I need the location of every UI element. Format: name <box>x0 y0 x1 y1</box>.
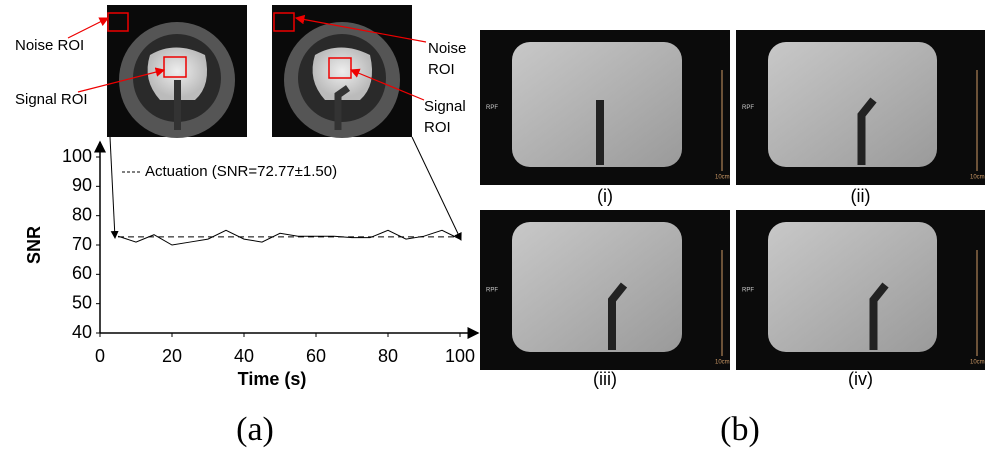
x-tick-label: 100 <box>445 346 475 366</box>
y-tick-label: 100 <box>62 146 92 166</box>
image-scale: 10cm <box>715 360 730 366</box>
mri-thumb <box>107 5 247 138</box>
figure: RPF 10cm (i) RPF 10cm (ii) RPF 10cm (iii) RPF 10cm… <box>0 0 985 453</box>
phantom <box>512 222 682 352</box>
y-axis-label: SNR <box>24 226 44 264</box>
line-series <box>118 230 460 245</box>
x-tick-label: 80 <box>378 346 398 366</box>
image-marker: RPF <box>742 105 754 111</box>
roi-label: Noise ROI <box>428 38 473 80</box>
image-marker: RPF <box>486 105 498 111</box>
image-caption: (i) <box>597 186 613 206</box>
roi-label: Noise ROI <box>15 35 95 56</box>
roi-label: Signal ROI <box>424 96 474 138</box>
y-tick-label: 70 <box>72 234 92 254</box>
image-scale: 10cm <box>970 360 985 366</box>
x-tick-label: 0 <box>95 346 105 366</box>
x-tick-label: 20 <box>162 346 182 366</box>
y-tick-label: 40 <box>72 322 92 342</box>
phantom <box>768 42 937 167</box>
x-tick-label: 40 <box>234 346 254 366</box>
image-caption: (iii) <box>593 369 617 389</box>
x-tick-label: 60 <box>306 346 326 366</box>
y-tick-label: 80 <box>72 204 92 224</box>
legend-label: Actuation (SNR=72.77±1.50) <box>145 163 337 180</box>
image-marker: RPF <box>742 288 754 294</box>
roi-label: Signal ROI <box>15 89 110 110</box>
figure-svg: RPF 10cm (i) RPF 10cm (ii) RPF 10cm (iii) RPF 10cm… <box>0 0 985 453</box>
y-tick-label: 60 <box>72 263 92 283</box>
image-caption: (iv) <box>848 369 873 389</box>
x-axis-label: Time (s) <box>238 369 307 389</box>
mri-thumb <box>272 5 412 138</box>
phantom <box>768 222 937 352</box>
image-caption: (ii) <box>851 186 871 206</box>
link-arrows <box>110 137 461 240</box>
panel-label: (b) <box>720 411 760 448</box>
image-scale: 10cm <box>715 175 730 181</box>
image-marker: RPF <box>486 288 498 294</box>
panel-label: (a) <box>236 411 274 448</box>
y-tick-label: 50 <box>72 292 92 312</box>
y-tick-label: 90 <box>72 175 92 195</box>
image-scale: 10cm <box>970 175 985 181</box>
